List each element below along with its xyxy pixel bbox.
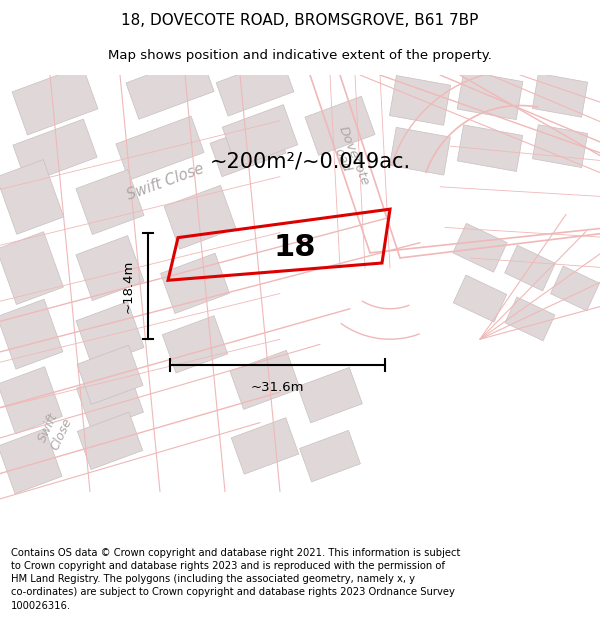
Polygon shape bbox=[222, 104, 298, 168]
Polygon shape bbox=[453, 275, 507, 322]
Polygon shape bbox=[457, 125, 523, 171]
Polygon shape bbox=[0, 299, 63, 369]
Polygon shape bbox=[116, 116, 204, 180]
Text: Dovecote
oad: Dovecote oad bbox=[325, 124, 371, 192]
Polygon shape bbox=[12, 66, 98, 135]
Polygon shape bbox=[76, 369, 143, 431]
Polygon shape bbox=[231, 418, 299, 474]
Polygon shape bbox=[505, 245, 556, 291]
Polygon shape bbox=[164, 186, 236, 249]
Polygon shape bbox=[389, 127, 451, 175]
Polygon shape bbox=[0, 232, 64, 304]
Polygon shape bbox=[299, 431, 361, 482]
Polygon shape bbox=[305, 96, 375, 156]
Polygon shape bbox=[77, 345, 143, 404]
Text: Swift Close: Swift Close bbox=[124, 161, 206, 202]
Polygon shape bbox=[551, 266, 599, 311]
Polygon shape bbox=[13, 119, 97, 183]
Polygon shape bbox=[298, 368, 362, 423]
Polygon shape bbox=[389, 76, 451, 125]
Polygon shape bbox=[0, 429, 62, 494]
Polygon shape bbox=[457, 71, 523, 119]
Text: ~31.6m: ~31.6m bbox=[251, 381, 304, 394]
Polygon shape bbox=[532, 125, 587, 168]
Text: Map shows position and indicative extent of the property.: Map shows position and indicative extent… bbox=[108, 49, 492, 62]
Polygon shape bbox=[76, 169, 144, 234]
Polygon shape bbox=[505, 297, 555, 341]
Text: ~200m²/~0.049ac.: ~200m²/~0.049ac. bbox=[209, 151, 410, 171]
Polygon shape bbox=[453, 223, 507, 272]
Polygon shape bbox=[230, 351, 300, 409]
Polygon shape bbox=[216, 58, 294, 116]
Polygon shape bbox=[0, 159, 64, 234]
Text: 18: 18 bbox=[274, 233, 316, 262]
Polygon shape bbox=[210, 119, 286, 177]
Polygon shape bbox=[532, 73, 587, 118]
Polygon shape bbox=[76, 302, 144, 367]
Polygon shape bbox=[163, 316, 227, 373]
Text: ~18.4m: ~18.4m bbox=[121, 259, 134, 312]
Text: 18, DOVECOTE ROAD, BROMSGROVE, B61 7BP: 18, DOVECOTE ROAD, BROMSGROVE, B61 7BP bbox=[121, 13, 479, 28]
Polygon shape bbox=[126, 55, 214, 119]
Polygon shape bbox=[76, 236, 144, 301]
Text: Contains OS data © Crown copyright and database right 2021. This information is : Contains OS data © Crown copyright and d… bbox=[11, 548, 460, 611]
Text: Swift
Close: Swift Close bbox=[35, 409, 75, 452]
Polygon shape bbox=[0, 367, 62, 434]
Polygon shape bbox=[161, 253, 229, 314]
Polygon shape bbox=[77, 412, 143, 469]
